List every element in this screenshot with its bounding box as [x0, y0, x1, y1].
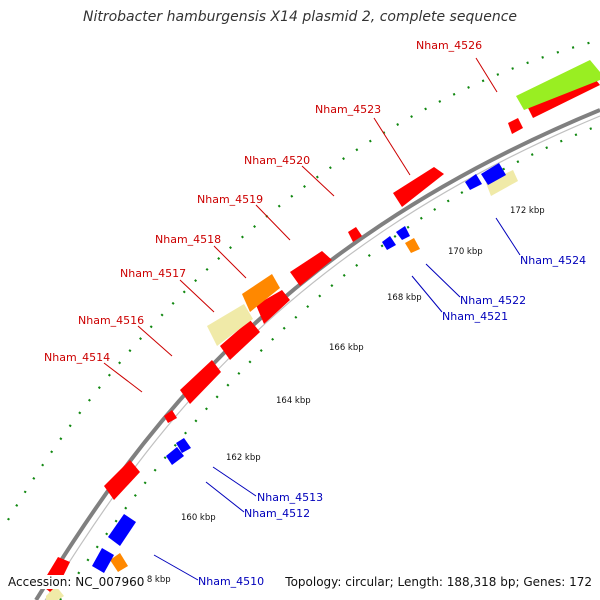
gene-pale-4524[interactable] [486, 170, 518, 196]
leader-nham-4523 [373, 117, 411, 176]
leader-nham-4516 [137, 325, 173, 357]
label-nham-4514: Nham_4514 [44, 351, 110, 364]
gene-orange-4522[interactable] [405, 238, 420, 253]
tick-ring-inner [59, 123, 600, 600]
map-title: Nitrobacter hamburgensis X14 plasmid 2, … [82, 9, 518, 25]
reverse-labels: Nham_4524 Nham_4522 Nham_4521 Nham_4513 … [198, 254, 586, 588]
scale-label-162: 162 kbp [226, 453, 261, 463]
reverse-leaders [153, 217, 521, 581]
scale-labels: 158 kbp 160 kbp 162 kbp 164 kbp 166 kbp … [136, 206, 545, 585]
scale-label-172: 172 kbp [510, 206, 545, 216]
leader-nham-4514 [103, 362, 143, 393]
scale-label-164: 164 kbp [276, 396, 311, 406]
forward-leaders [103, 57, 498, 393]
gene-nham-4524a[interactable] [481, 163, 506, 185]
gene-orange-4510[interactable] [110, 553, 128, 572]
scale-label-158: 158 kbp [136, 575, 171, 585]
gene-nham-4512[interactable] [166, 447, 184, 465]
gene-nham-4511[interactable] [104, 460, 140, 500]
gene-nham-4519[interactable] [290, 251, 332, 286]
forward-labels: Nham_4526 Nham_4523 Nham_4520 Nham_4519 … [44, 39, 482, 364]
leader-nham-4513 [212, 466, 257, 497]
label-nham-4526: Nham_4526 [416, 39, 482, 52]
leader-nham-4520 [301, 165, 335, 197]
label-nham-4510: Nham_4510 [198, 575, 264, 588]
label-nham-4512: Nham_4512 [244, 507, 310, 520]
leader-nham-4524 [495, 217, 521, 256]
leader-nham-4526 [475, 57, 498, 93]
topology-stats: Topology: circular; Length: 188,318 bp; … [285, 575, 592, 589]
scale-label-170: 170 kbp [448, 247, 483, 257]
accession-label: Accession: NC_007960 [8, 575, 147, 589]
label-nham-4519: Nham_4519 [197, 193, 263, 206]
gene-pale-4518[interactable] [207, 304, 253, 346]
gene-pale-4509[interactable] [46, 586, 64, 600]
label-nham-4523: Nham_4523 [315, 103, 381, 116]
reverse-genes [92, 163, 506, 573]
gene-nham-4510b[interactable] [92, 548, 114, 573]
gene-nham-4522b[interactable] [396, 226, 410, 240]
leader-nham-4519 [255, 204, 291, 241]
label-nham-4524: Nham_4524 [520, 254, 586, 267]
gene-nham-4513[interactable] [176, 438, 191, 453]
label-nham-4517: Nham_4517 [120, 267, 186, 280]
gene-nham-4524b[interactable] [465, 174, 482, 190]
gene-nham-4514[interactable] [164, 410, 177, 423]
gene-nham-4510a[interactable] [108, 514, 136, 546]
scale-label-160: 160 kbp [181, 513, 216, 523]
gene-nham-4517[interactable] [220, 320, 260, 360]
scale-label-168: 168 kbp [387, 293, 422, 303]
label-nham-4522: Nham_4522 [460, 294, 526, 307]
gene-nham-4523[interactable] [393, 167, 444, 207]
label-nham-4518: Nham_4518 [155, 233, 221, 246]
leader-nham-4521 [411, 275, 443, 313]
gene-nham-4520[interactable] [348, 227, 362, 242]
label-nham-4513: Nham_4513 [257, 491, 323, 504]
gene-orange-4518[interactable] [242, 274, 280, 312]
label-nham-4521: Nham_4521 [442, 310, 508, 323]
leader-nham-4522 [425, 263, 461, 298]
leader-nham-4518 [213, 245, 247, 279]
other-genes [46, 60, 600, 600]
gene-nham-4518a[interactable] [256, 290, 290, 324]
leader-nham-4517 [179, 279, 215, 313]
leader-nham-4510 [153, 554, 199, 581]
label-nham-4516: Nham_4516 [78, 314, 144, 327]
scale-label-166: 166 kbp [329, 343, 364, 353]
gene-nham-4521[interactable] [382, 236, 396, 250]
leader-nham-4512 [205, 481, 245, 513]
gene-nham-4516[interactable] [180, 360, 221, 404]
gene-nham-4525[interactable] [508, 118, 523, 134]
label-nham-4520: Nham_4520 [244, 154, 310, 167]
gene-green-4526[interactable] [516, 60, 600, 110]
